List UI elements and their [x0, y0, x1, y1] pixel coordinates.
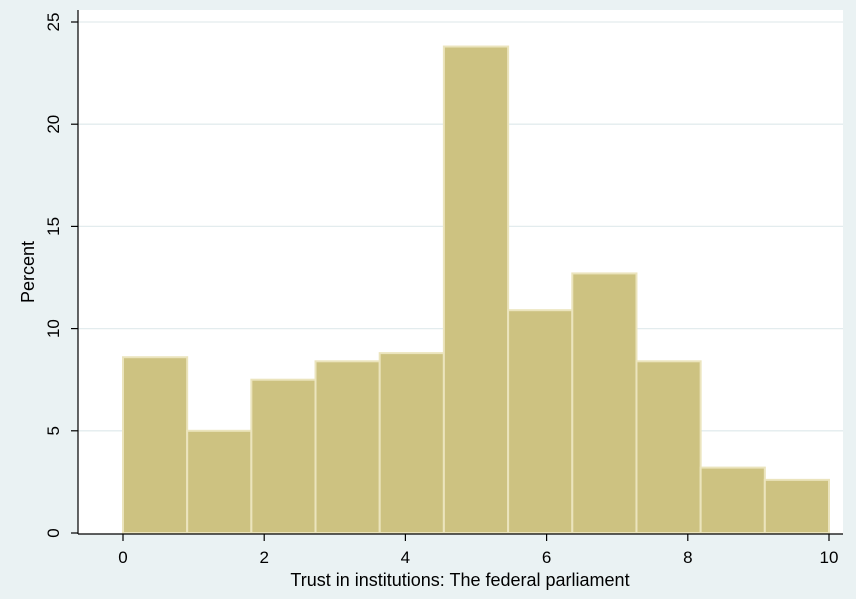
bars [122, 45, 830, 535]
y-tick-label: 5 [44, 426, 63, 435]
histogram-bar [442, 45, 510, 534]
histogram-bar [699, 466, 766, 535]
x-ticks: 0 2 4 6 8 10 [118, 534, 838, 567]
x-axis-title: Trust in institutions: The federal parli… [290, 570, 629, 590]
x-tick-label: 2 [259, 548, 268, 567]
y-tick-label: 15 [44, 217, 63, 236]
x-tick-label: 10 [820, 548, 839, 567]
x-tick-label: 4 [401, 548, 410, 567]
histogram-bar [635, 360, 702, 534]
histogram-bar [186, 429, 253, 534]
histogram-bar [250, 378, 317, 535]
histogram-bar [763, 478, 830, 534]
y-tick-label: 25 [44, 13, 63, 32]
y-tick-label: 20 [44, 115, 63, 134]
histogram-bar [314, 360, 381, 534]
x-tick-label: 6 [542, 548, 551, 567]
histogram-bar [571, 272, 638, 534]
x-tick-label: 8 [683, 548, 692, 567]
y-ticks: 0 5 10 15 20 25 [44, 13, 78, 538]
histogram-bar [507, 309, 574, 535]
y-tick-label: 0 [44, 528, 63, 537]
x-tick-label: 0 [118, 548, 127, 567]
y-axis-title: Percent [18, 241, 38, 303]
histogram-bar [378, 352, 445, 534]
y-tick-label: 10 [44, 319, 63, 338]
histogram-bar [122, 356, 189, 534]
